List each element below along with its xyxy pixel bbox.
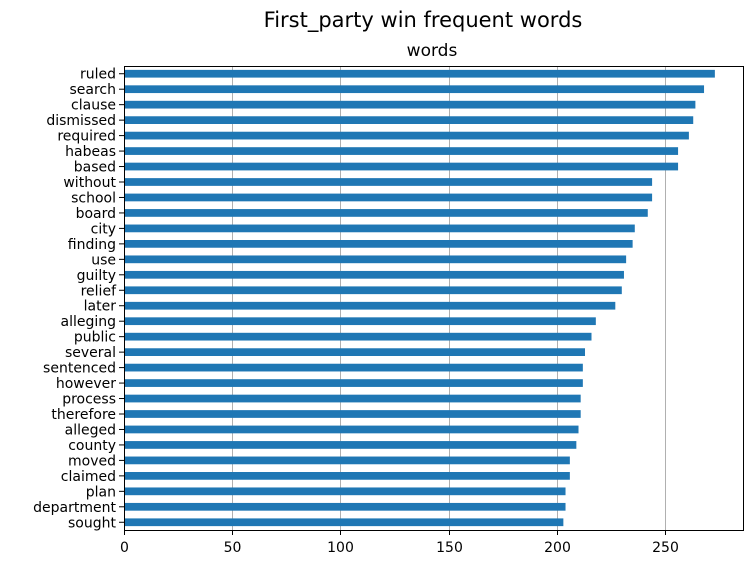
category-label: city [91, 221, 116, 237]
bar [124, 301, 616, 310]
bar [124, 456, 570, 465]
x-tick-label: 0 [120, 540, 129, 556]
category-label: without [63, 175, 116, 191]
chart-title: First_party win frequent words [264, 8, 583, 33]
x-tick-label: 50 [224, 540, 242, 556]
category-label: several [65, 345, 116, 361]
x-axis-ticks: 0 50 100 150 200 250 [120, 530, 679, 556]
bar [124, 441, 577, 449]
bar [124, 131, 689, 140]
bar [124, 116, 694, 124]
x-tick-label: 100 [327, 540, 354, 556]
x-tick-label: 250 [652, 540, 679, 556]
bar [124, 394, 581, 403]
category-label: finding [68, 237, 116, 253]
bar [124, 162, 679, 171]
category-label: process [62, 392, 116, 408]
category-label: clause [71, 98, 116, 114]
category-label: habeas [65, 144, 116, 160]
category-label: search [69, 82, 116, 98]
x-tick-label: 200 [544, 540, 571, 556]
bar [124, 240, 633, 248]
category-label: relief [81, 283, 117, 299]
bar [124, 410, 581, 418]
bar [124, 85, 705, 94]
category-label: claimed [61, 469, 116, 485]
bar [124, 178, 653, 186]
category-label: however [56, 376, 116, 392]
category-label: dismissed [46, 113, 116, 129]
bar [124, 379, 583, 387]
category-label: county [68, 438, 116, 454]
bar [124, 317, 596, 326]
bar [124, 147, 679, 155]
bar [124, 518, 564, 527]
category-label: required [57, 129, 116, 145]
category-label: public [74, 330, 116, 346]
category-label: based [74, 160, 116, 176]
category-label: school [71, 190, 116, 206]
bar [124, 100, 696, 109]
category-label: therefore [51, 407, 116, 423]
bar [124, 69, 715, 78]
bar [124, 502, 566, 511]
category-label: sought [68, 515, 116, 531]
category-label: ruled [80, 67, 116, 83]
bar [124, 224, 635, 233]
chart-subtitle: words [407, 41, 458, 61]
category-label: alleged [65, 422, 116, 438]
category-label: use [91, 252, 116, 268]
category-labels: ruledsearchclausedismissedrequiredhabeas… [33, 67, 124, 531]
plot-frame [124, 66, 744, 531]
bar [124, 348, 586, 356]
category-label: moved [68, 453, 116, 469]
bar [124, 425, 579, 434]
category-label: alleging [60, 314, 116, 330]
category-label: sentenced [43, 361, 116, 377]
bar [124, 209, 648, 217]
bar [124, 270, 624, 279]
bars [124, 69, 715, 527]
bar [124, 286, 622, 295]
bar [124, 332, 592, 341]
bar [124, 472, 570, 480]
category-label: board [76, 206, 116, 222]
category-label: later [84, 299, 117, 315]
category-label: department [33, 500, 116, 516]
bar [124, 255, 627, 264]
category-label: guilty [77, 268, 116, 284]
bar [124, 487, 566, 496]
bar [124, 363, 583, 372]
category-label: plan [86, 484, 116, 500]
bar [124, 193, 653, 202]
x-tick-label: 150 [436, 540, 463, 556]
